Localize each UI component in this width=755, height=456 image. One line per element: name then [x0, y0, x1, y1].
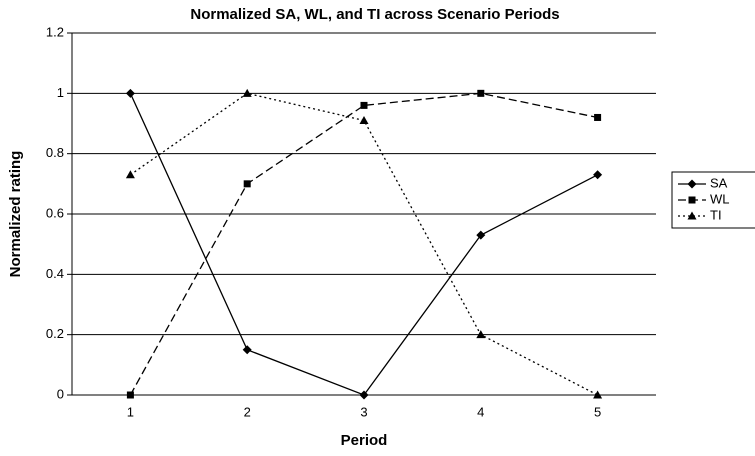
marker — [476, 330, 486, 339]
marker — [359, 390, 369, 400]
chart-title: Normalized SA, WL, and TI across Scenari… — [190, 6, 559, 23]
y-axis-label: Normalized rating — [7, 151, 24, 278]
x-tick-label: 2 — [244, 404, 251, 419]
y-tick-label: 1 — [57, 85, 64, 100]
marker — [359, 115, 369, 124]
legend-label: TI — [710, 207, 722, 222]
x-tick-label: 4 — [477, 404, 484, 419]
marker — [593, 170, 603, 180]
legend-label: WL — [710, 191, 730, 206]
y-tick-label: 0.6 — [46, 205, 64, 220]
x-tick-label: 1 — [127, 404, 134, 419]
y-tick-label: 1.2 — [46, 24, 64, 39]
x-axis-label: Period — [341, 432, 388, 449]
series-line — [129, 92, 598, 396]
marker — [594, 113, 602, 121]
legend-label: SA — [710, 175, 728, 190]
marker — [476, 230, 486, 240]
marker — [593, 390, 603, 399]
marker — [360, 101, 368, 109]
marker — [125, 88, 135, 98]
marker — [477, 89, 485, 97]
legend-marker — [688, 196, 696, 204]
y-tick-label: 0.4 — [46, 266, 64, 281]
marker — [126, 391, 134, 399]
x-tick-label: 5 — [594, 404, 601, 419]
x-tick-label: 3 — [360, 404, 367, 419]
marker — [243, 180, 251, 188]
legend-marker — [687, 211, 697, 220]
y-tick-label: 0 — [57, 386, 64, 401]
y-tick-label: 0.8 — [46, 145, 64, 160]
y-tick-label: 0.2 — [46, 326, 64, 341]
marker — [242, 88, 252, 97]
marker — [125, 170, 135, 179]
legend-marker — [687, 179, 697, 189]
series-line — [129, 93, 598, 396]
series-line — [130, 92, 598, 396]
marker — [242, 345, 252, 355]
